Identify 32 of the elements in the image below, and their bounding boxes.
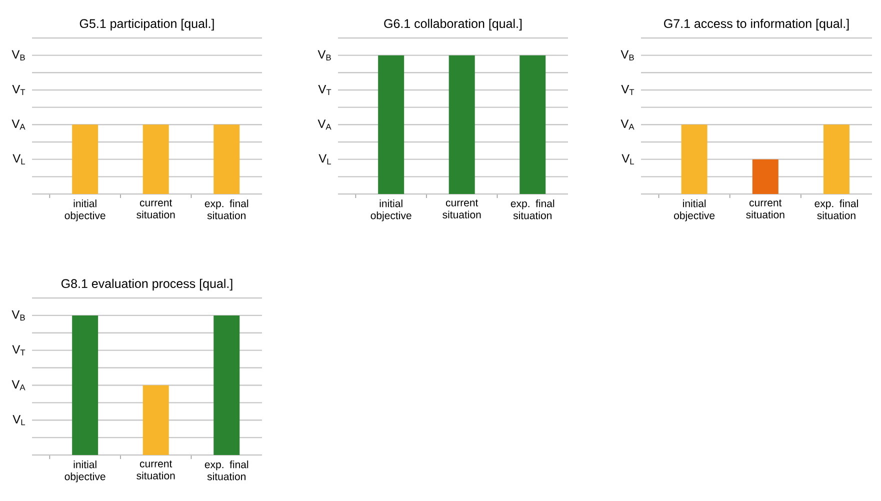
x-tick-label: current situation <box>442 200 481 218</box>
chart-title: G5.1 participation [qual.] <box>80 18 214 30</box>
x-tick-label: exp. final situation <box>204 460 248 480</box>
ref-line-label: V$_{T}$ <box>621 84 634 96</box>
ref-line-label: V$_{B}$ <box>318 50 331 60</box>
x-tick-label: initial objective <box>674 200 715 222</box>
x-tick-label: initial objective <box>64 460 106 482</box>
ref-line-label: V$_{L}$ <box>12 415 26 426</box>
chart-title: G6.1 collaboration [qual.] <box>384 18 522 30</box>
ref-line-label: V$_{T}$ <box>318 84 332 96</box>
ref-line-label: V$_{B}$ <box>620 50 634 60</box>
ref-line-label: V$_{B}$ <box>12 310 25 320</box>
ref-line-label: V$_{B}$ <box>12 50 25 60</box>
ref-line-label: V$_{L}$ <box>622 154 634 164</box>
x-tick-label: initial objective <box>64 200 106 222</box>
x-tick-label: exp. final situation <box>814 200 858 220</box>
ref-line-label: V$_{L}$ <box>318 154 332 164</box>
x-tick-label: current situation <box>746 200 784 218</box>
x-tick-label: exp. final situation <box>510 200 554 220</box>
x-tick-label: exp. final situation <box>204 200 248 220</box>
chart-title: G8.1 evaluation process [qual.] <box>61 278 232 290</box>
x-tick-label: current situation <box>136 200 175 218</box>
ref-line-label: V$_{A}$ <box>318 120 332 130</box>
ref-line-label: V$_{T}$ <box>12 84 26 96</box>
x-tick-label: current situation <box>136 460 175 480</box>
ref-line-label: V$_{A}$ <box>620 120 634 130</box>
ref-line-label: V$_{T}$ <box>12 345 26 356</box>
chart-title: G7.1 access to information [qual.] <box>664 18 849 30</box>
ref-line-label: V$_{L}$ <box>12 154 26 164</box>
x-tick-label: initial objective <box>370 200 412 222</box>
ref-line-label: V$_{A}$ <box>12 120 26 130</box>
ref-line-label: V$_{A}$ <box>12 380 26 390</box>
